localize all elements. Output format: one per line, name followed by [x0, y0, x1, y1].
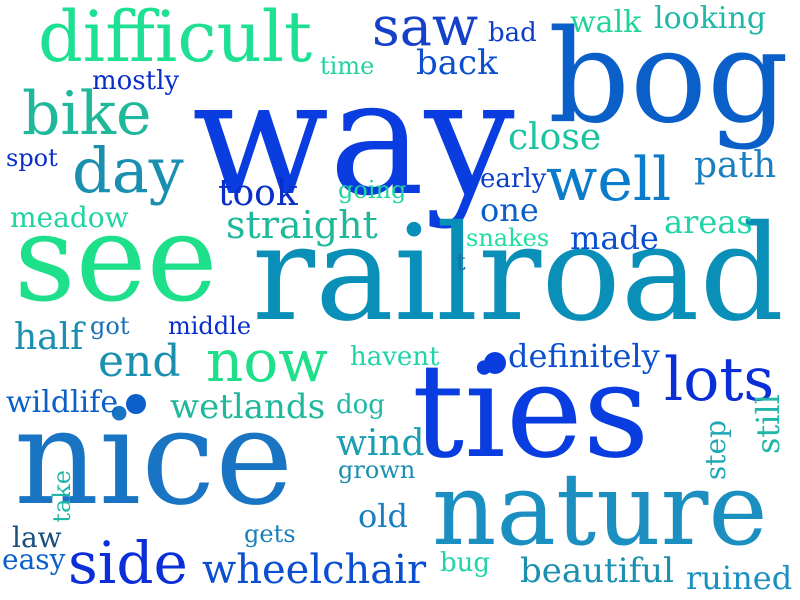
word-easy: easy: [2, 543, 66, 576]
word-end: end: [98, 336, 181, 387]
word-going: going: [338, 176, 407, 204]
word-bog: bog: [548, 3, 789, 152]
word-bike: bike: [22, 79, 152, 149]
word-wetlands: wetlands: [170, 387, 326, 427]
word-step: step: [699, 420, 732, 481]
word-grown: grown: [338, 456, 416, 484]
word-looking: looking: [654, 1, 767, 36]
word-still: still: [749, 394, 787, 454]
word-bug: bug: [440, 548, 491, 578]
word-wheelchair: wheelchair: [202, 547, 427, 593]
word-close: close: [508, 117, 602, 158]
word-bad: bad: [488, 18, 537, 48]
word-time: time: [320, 52, 375, 80]
word-old: old: [358, 497, 408, 535]
word-straight: straight: [226, 203, 378, 247]
word-meadow: meadow: [10, 201, 129, 234]
word-lots: lots: [664, 345, 775, 415]
word-mostly: mostly: [92, 66, 180, 96]
word-day: day: [72, 134, 184, 207]
word-t: t: [456, 248, 466, 276]
dot-mark: [484, 352, 506, 374]
word-back: back: [416, 43, 498, 83]
word-ties: ties: [412, 335, 650, 487]
word-got: got: [90, 312, 130, 340]
word-difficult: difficult: [38, 0, 313, 78]
word-definitely: definitely: [508, 337, 660, 375]
word-now: now: [206, 327, 328, 395]
dot-mark: [126, 394, 146, 414]
word-nature: nature: [432, 451, 768, 568]
word-nice: nice: [14, 381, 294, 535]
word-path: path: [694, 145, 777, 186]
word-law: law: [12, 521, 62, 554]
word-half: half: [14, 317, 84, 358]
word-see: see: [14, 190, 218, 329]
word-havent: havent: [350, 342, 440, 372]
word-beautiful: beautiful: [520, 551, 674, 591]
word-wind: wind: [336, 423, 425, 464]
word-walk: walk: [570, 5, 642, 40]
word-way: way: [192, 44, 515, 231]
word-side: side: [68, 529, 188, 597]
word-railroad: railroad: [252, 197, 784, 351]
word-wildlife: wildlife: [6, 385, 119, 420]
word-middle: middle: [168, 312, 252, 340]
word-saw: saw: [372, 0, 479, 58]
word-ruined: ruined: [686, 559, 793, 597]
word-spot: spot: [6, 144, 58, 172]
word-snakes: snakes: [466, 224, 550, 252]
word-early: early: [480, 164, 547, 194]
word-gets: gets: [244, 520, 296, 548]
word-dog: dog: [336, 390, 385, 420]
word-took: took: [218, 173, 298, 214]
word-well: well: [546, 145, 672, 215]
word-one: one: [480, 191, 539, 229]
word-made: made: [570, 219, 659, 257]
word-take: take: [48, 470, 76, 523]
word-areas: areas: [664, 203, 753, 241]
